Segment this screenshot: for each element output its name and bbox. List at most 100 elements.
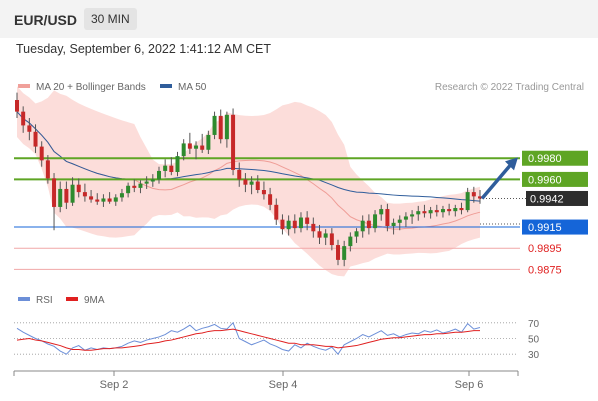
legend-rsi: RSI xyxy=(18,295,53,306)
legend-ma50-label: MA 50 xyxy=(178,82,207,93)
candle-body xyxy=(231,114,236,170)
candle-body xyxy=(447,209,452,212)
candle-body xyxy=(187,143,192,149)
candle-body xyxy=(206,134,211,150)
candle-body xyxy=(33,131,38,147)
candle-body xyxy=(323,233,328,238)
x-tick-label: Sep 6 xyxy=(455,379,484,391)
last-price-label: 0.9942 xyxy=(530,193,564,205)
candle-body xyxy=(255,181,260,190)
candle-body xyxy=(21,111,26,126)
candle-body xyxy=(150,179,155,182)
level-tag-0.9980 xyxy=(522,150,588,166)
candle-body xyxy=(360,220,365,232)
candle-body xyxy=(156,170,161,180)
timeframe-badge[interactable]: 30 MIN xyxy=(84,8,137,30)
candle-body xyxy=(317,231,322,238)
last-price-tag xyxy=(526,190,588,206)
level-tag-0.9915 xyxy=(522,219,588,235)
candle-body xyxy=(58,188,63,207)
candle-body xyxy=(169,165,174,172)
candle-body xyxy=(274,204,279,220)
candle-body xyxy=(422,211,427,214)
datetime-label: Tuesday, September 6, 2022 1:41:12 AM CE… xyxy=(16,42,272,56)
candle-body xyxy=(138,183,143,188)
candle-body xyxy=(39,146,44,161)
candle-body xyxy=(391,222,396,226)
candle-body xyxy=(249,181,254,185)
candle-body xyxy=(478,196,482,199)
candle-body xyxy=(89,196,94,200)
candle-body xyxy=(342,246,347,260)
level-label-0.9960: 0.9960 xyxy=(528,174,562,186)
candle-body xyxy=(126,185,131,194)
candle-body xyxy=(397,219,402,223)
candle-body xyxy=(453,208,458,212)
ma9-swatch xyxy=(66,297,78,302)
candle-body xyxy=(175,156,180,172)
candle-body xyxy=(82,192,87,197)
candle-body xyxy=(311,223,316,232)
candle-body xyxy=(286,220,291,230)
rsi-swatch xyxy=(18,297,30,302)
rsi-tick-70: 70 xyxy=(528,319,540,330)
candle-body xyxy=(385,209,390,226)
legend-rsi-label: RSI xyxy=(36,295,53,306)
candle-body xyxy=(465,192,470,211)
level-label-0.9915: 0.9915 xyxy=(528,222,562,234)
candle-body xyxy=(403,216,408,220)
candle-body xyxy=(471,192,476,197)
candle-body xyxy=(76,184,81,193)
candle-body xyxy=(336,245,341,260)
candle-body xyxy=(440,209,445,213)
rsi-line xyxy=(16,321,481,355)
candle-body xyxy=(459,208,464,211)
ma20-swatch xyxy=(18,84,30,89)
candle-body xyxy=(354,231,359,237)
candle-body xyxy=(243,179,248,185)
candle-body xyxy=(261,190,266,195)
candle-body xyxy=(237,169,242,180)
candle-body xyxy=(428,210,433,214)
candle-body xyxy=(329,233,334,246)
candle-body xyxy=(95,199,100,202)
candle-body xyxy=(101,198,106,202)
level-label-0.9875: 0.9875 xyxy=(528,264,562,276)
candle-body xyxy=(52,178,57,207)
level-label-0.9980: 0.9980 xyxy=(528,153,562,165)
candle-body xyxy=(64,188,69,203)
candle-body xyxy=(113,197,118,202)
candle-body xyxy=(163,165,168,171)
legend-ma50: MA 50 xyxy=(160,82,206,93)
candle-body xyxy=(45,160,50,179)
candle-body xyxy=(212,115,217,135)
candle-body xyxy=(132,185,137,188)
candle-body xyxy=(144,181,149,184)
symbol-label: EUR/USD xyxy=(14,12,78,28)
candle-body xyxy=(70,184,75,203)
rsi-tick-50: 50 xyxy=(528,335,540,346)
ma50-swatch xyxy=(160,84,172,89)
rsi-tick-30: 30 xyxy=(528,350,540,361)
candle-body xyxy=(410,214,415,217)
candle-body xyxy=(292,220,297,229)
legend-ma20-label: MA 20 + Bollinger Bands xyxy=(36,82,146,93)
ma50-line xyxy=(16,111,481,202)
candle-body xyxy=(416,211,421,215)
candle-body xyxy=(27,125,32,132)
candle-body xyxy=(268,194,273,205)
level-tag-0.9960 xyxy=(522,171,588,187)
candle-body xyxy=(194,145,199,149)
candle-body xyxy=(379,209,384,215)
candle-body xyxy=(298,217,303,229)
candle-body xyxy=(305,217,310,224)
legend-9ma-label: 9MA xyxy=(84,295,105,306)
forecast-arrow-shaft xyxy=(480,163,513,200)
candle-body xyxy=(200,145,205,150)
candle-body xyxy=(15,100,19,112)
legend-9ma: 9MA xyxy=(66,295,105,306)
forecast-arrow-head xyxy=(505,157,518,171)
candle-body xyxy=(224,114,229,140)
credit-text: Research © 2022 Trading Central xyxy=(434,82,584,93)
